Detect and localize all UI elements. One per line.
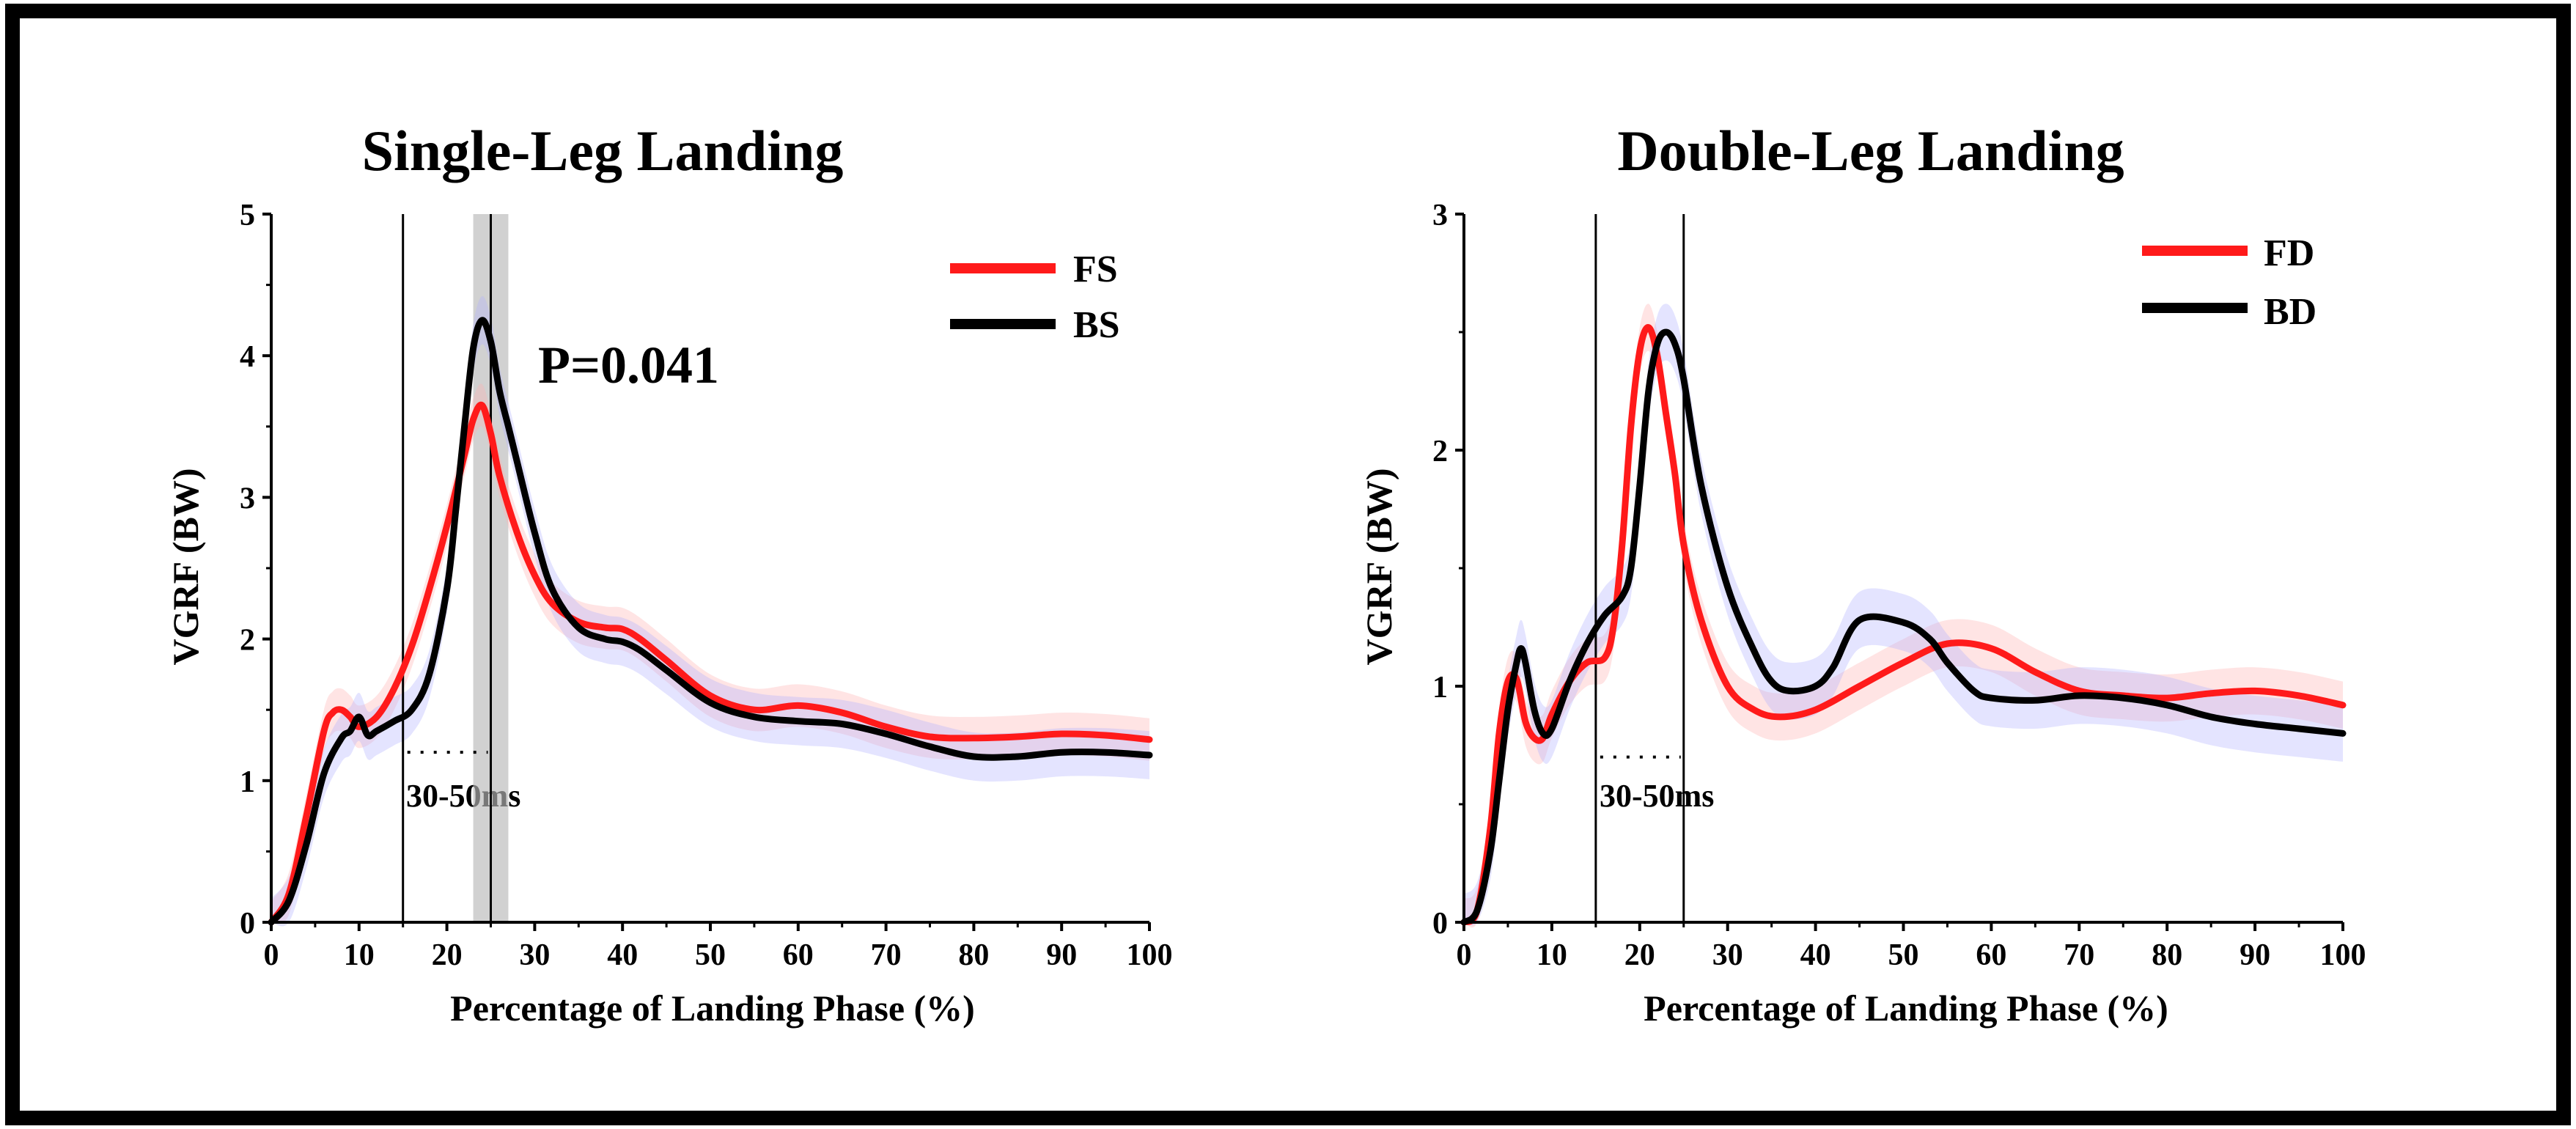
y-tick-label: 1 — [240, 765, 255, 799]
x-tick-label: 100 — [2320, 938, 2366, 972]
legend-label-bs: BS — [1073, 304, 1120, 346]
double-leg-x-label: Percentage of Landing Phase (%) — [1644, 988, 2168, 1029]
single-leg-legend: FS BS — [950, 249, 1120, 346]
y-tick-label: 3 — [240, 482, 255, 515]
double-leg-legend: FD BD — [2142, 232, 2316, 333]
x-tick-label: 70 — [871, 938, 902, 972]
y-tick-label: 2 — [240, 624, 255, 658]
single-leg-plot-area: 0 10 20 30 40 50 60 70 80 90 100 0 1 2 3 4 5 — [240, 199, 1173, 972]
x-tick-label: 20 — [432, 938, 463, 972]
x-tick-label: 40 — [607, 938, 638, 972]
single-leg-title: Single-Leg Landing — [362, 119, 844, 183]
outer-border — [5, 4, 2571, 1125]
double-leg-plot-area: 0 10 20 30 40 50 60 70 80 90 100 0 1 2 3 — [1432, 199, 2366, 972]
y-tick-label: 4 — [240, 340, 255, 374]
x-tick-label: 100 — [1127, 938, 1173, 972]
series-line-fs — [268, 401, 1153, 926]
y-tick-label: 0 — [240, 907, 255, 941]
series-line-bd — [1460, 328, 2347, 926]
legend-label-fs: FS — [1073, 249, 1118, 290]
double-leg-panel: Double-Leg Landing VGRF (BW) Percentage … — [1358, 119, 2366, 1029]
x-tick-label: 90 — [1046, 938, 1077, 972]
x-tick-label: 0 — [264, 938, 279, 972]
x-tick-label: 50 — [1888, 938, 1919, 972]
single-leg-x-label: Percentage of Landing Phase (%) — [450, 988, 975, 1029]
x-tick-label: 30 — [1712, 938, 1743, 972]
x-tick-label: 90 — [2240, 938, 2270, 972]
x-tick-label: 50 — [695, 938, 726, 972]
x-tick-label: 60 — [783, 938, 814, 972]
sd-band-bs — [271, 295, 1149, 927]
x-tick-label: 10 — [1537, 938, 1567, 972]
y-tick-label: 3 — [1432, 199, 1448, 232]
x-tick-label: 30 — [519, 938, 550, 972]
x-tick-label: 40 — [1800, 938, 1831, 972]
y-tick-label: 1 — [1432, 671, 1448, 705]
x-tick-label: 80 — [958, 938, 989, 972]
double-leg-y-label: VGRF (BW) — [1358, 468, 1399, 666]
x-tick-label: 70 — [2064, 938, 2094, 972]
y-tick-label: 0 — [1432, 907, 1448, 941]
x-tick-label: 10 — [344, 938, 375, 972]
x-tick-label: 80 — [2152, 938, 2182, 972]
x-tick-label: 60 — [1976, 938, 2006, 972]
series-line-fd — [1460, 324, 2347, 926]
legend-label-bd: BD — [2264, 291, 2316, 333]
double-leg-window-label: 30-50ms — [1600, 778, 1714, 814]
x-tick-label: 0 — [1457, 938, 1472, 972]
single-leg-p-value: P=0.041 — [538, 336, 719, 394]
y-tick-label: 2 — [1432, 435, 1448, 468]
double-leg-title: Double-Leg Landing — [1617, 119, 2124, 183]
legend-label-fd: FD — [2264, 232, 2314, 274]
y-tick-label: 5 — [240, 199, 255, 232]
x-tick-label: 20 — [1624, 938, 1655, 972]
sd-band-bd — [1464, 304, 2343, 926]
single-leg-y-label: VGRF (BW) — [165, 468, 206, 666]
series-line-bs — [268, 317, 1153, 926]
single-leg-panel: Single-Leg Landing VGRF (BW) Percentage … — [165, 119, 1173, 1029]
